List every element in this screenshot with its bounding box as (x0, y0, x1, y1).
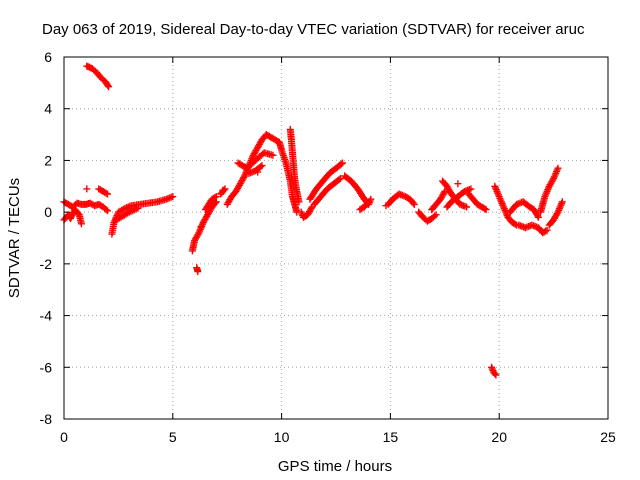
data-point (558, 198, 566, 206)
x-tick-label: 25 (600, 429, 616, 445)
x-axis-label: GPS time / hours (278, 458, 392, 475)
data-point (257, 163, 265, 171)
data-points (60, 62, 566, 379)
data-point (339, 159, 346, 167)
y-tick-label: 6 (44, 49, 52, 65)
data-point (463, 203, 471, 211)
x-tick-label: 0 (60, 429, 68, 445)
data-point (102, 189, 110, 197)
data-point (337, 160, 345, 168)
data-point (212, 193, 220, 201)
data-point (410, 200, 418, 208)
data-point (554, 164, 562, 172)
data-point (169, 193, 177, 201)
data-point (491, 370, 499, 378)
data-point (440, 189, 448, 197)
data-point (74, 209, 82, 217)
data-point (240, 174, 248, 181)
x-tick-label: 5 (169, 429, 177, 445)
data-point (194, 230, 202, 238)
chart-title: Day 063 of 2019, Sidereal Day-to-day VTE… (42, 21, 585, 38)
data-point (194, 268, 202, 276)
data-point (307, 205, 315, 212)
y-tick-label: 0 (44, 204, 52, 220)
y-tick-label: 4 (44, 101, 52, 117)
data-point (219, 186, 227, 194)
data-point (119, 205, 127, 213)
data-point (336, 175, 344, 182)
data-point (105, 83, 113, 91)
data-point (197, 222, 205, 230)
y-tick-label: 2 (44, 152, 52, 168)
y-tick-label: -4 (40, 308, 53, 324)
tick-layer (63, 56, 609, 420)
data-point (482, 206, 490, 214)
data-point (549, 176, 557, 184)
data-point (83, 185, 91, 193)
data-point (295, 198, 303, 206)
label-layer: 0 5 10 15 20 25 -8 -6 -4 -2 0 2 4 6 (40, 49, 616, 445)
data-point (492, 371, 500, 379)
data-point (409, 199, 417, 207)
y-axis-label: SDTVAR / TECUs (6, 178, 23, 298)
data-point (269, 151, 277, 159)
data-point (104, 81, 112, 89)
data-point (254, 168, 262, 176)
data-point (543, 226, 551, 234)
data-point (454, 180, 462, 188)
data-point (534, 213, 542, 221)
x-tick-label: 10 (274, 429, 290, 445)
data-point (104, 207, 111, 215)
data-point (481, 205, 489, 213)
grid-layer (64, 57, 608, 419)
x-tick-label: 15 (383, 429, 399, 445)
data-point (382, 202, 390, 210)
data-point (102, 206, 110, 214)
x-tick-label: 20 (491, 429, 507, 445)
data-point (553, 210, 561, 218)
data-point (431, 212, 439, 220)
data-point (542, 227, 550, 235)
data-point (77, 220, 85, 228)
data-point (104, 190, 111, 198)
y-tick-label: -6 (40, 359, 53, 375)
data-point (364, 199, 372, 207)
data-point (511, 220, 519, 228)
data-point (432, 211, 440, 219)
data-point (211, 194, 219, 201)
data-point (134, 204, 142, 212)
data-point (365, 198, 373, 206)
data-point (258, 162, 266, 170)
data-point (534, 212, 541, 220)
y-tick-label: -2 (40, 256, 53, 272)
y-tick-label: -8 (40, 411, 53, 427)
data-point (335, 176, 343, 184)
data-point (467, 185, 475, 193)
data-point (164, 195, 172, 203)
plot-frame (63, 56, 609, 420)
